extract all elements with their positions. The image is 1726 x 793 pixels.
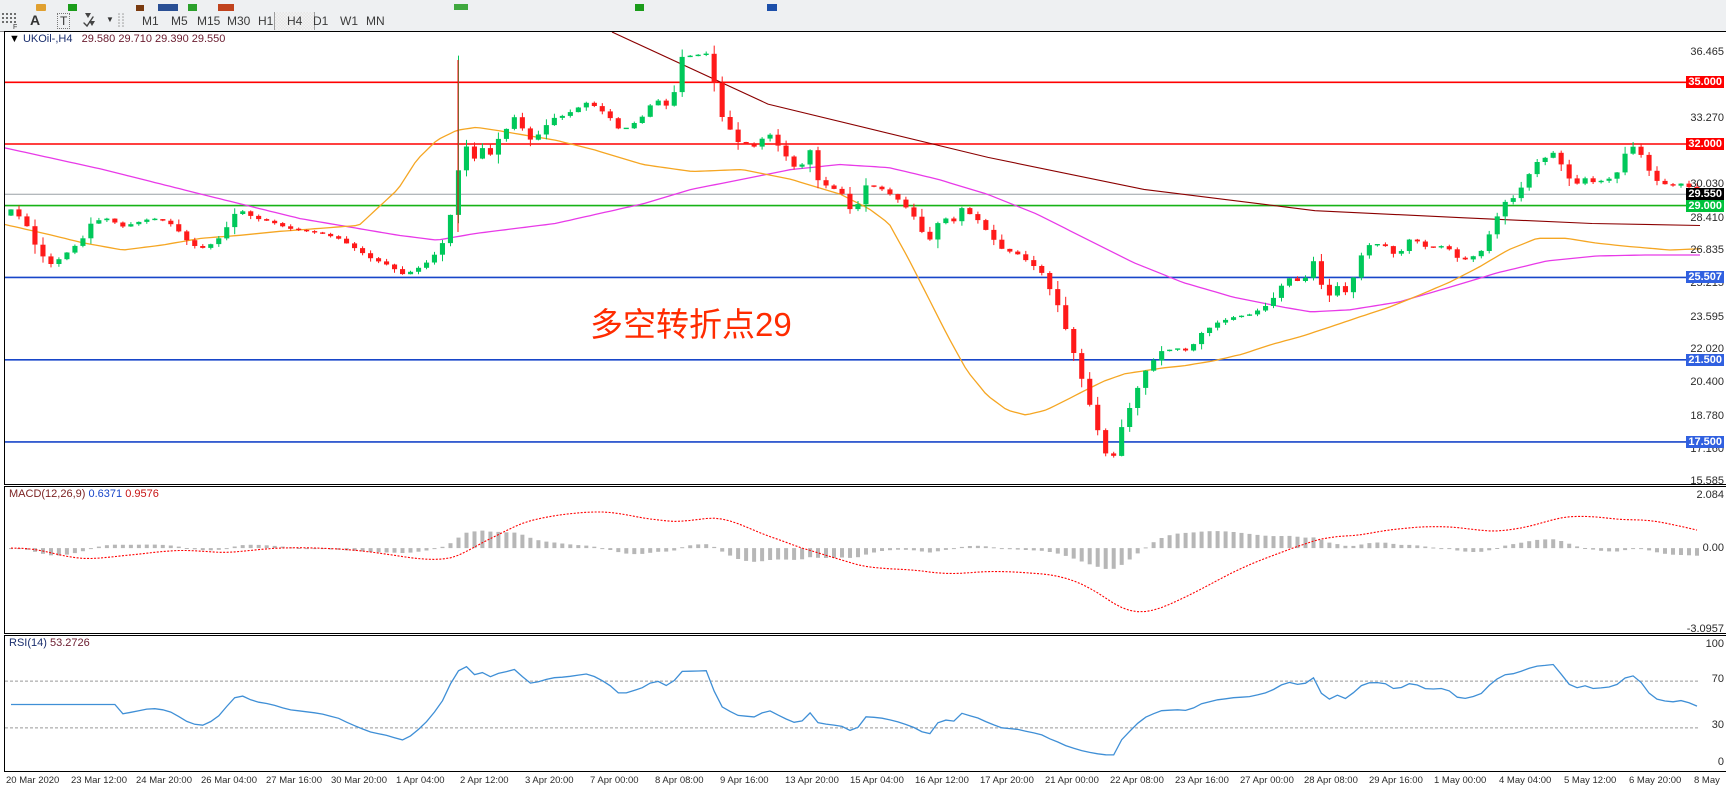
svg-text:F: F <box>13 24 17 29</box>
svg-text:多空转折点29: 多空转折点29 <box>590 306 792 343</box>
